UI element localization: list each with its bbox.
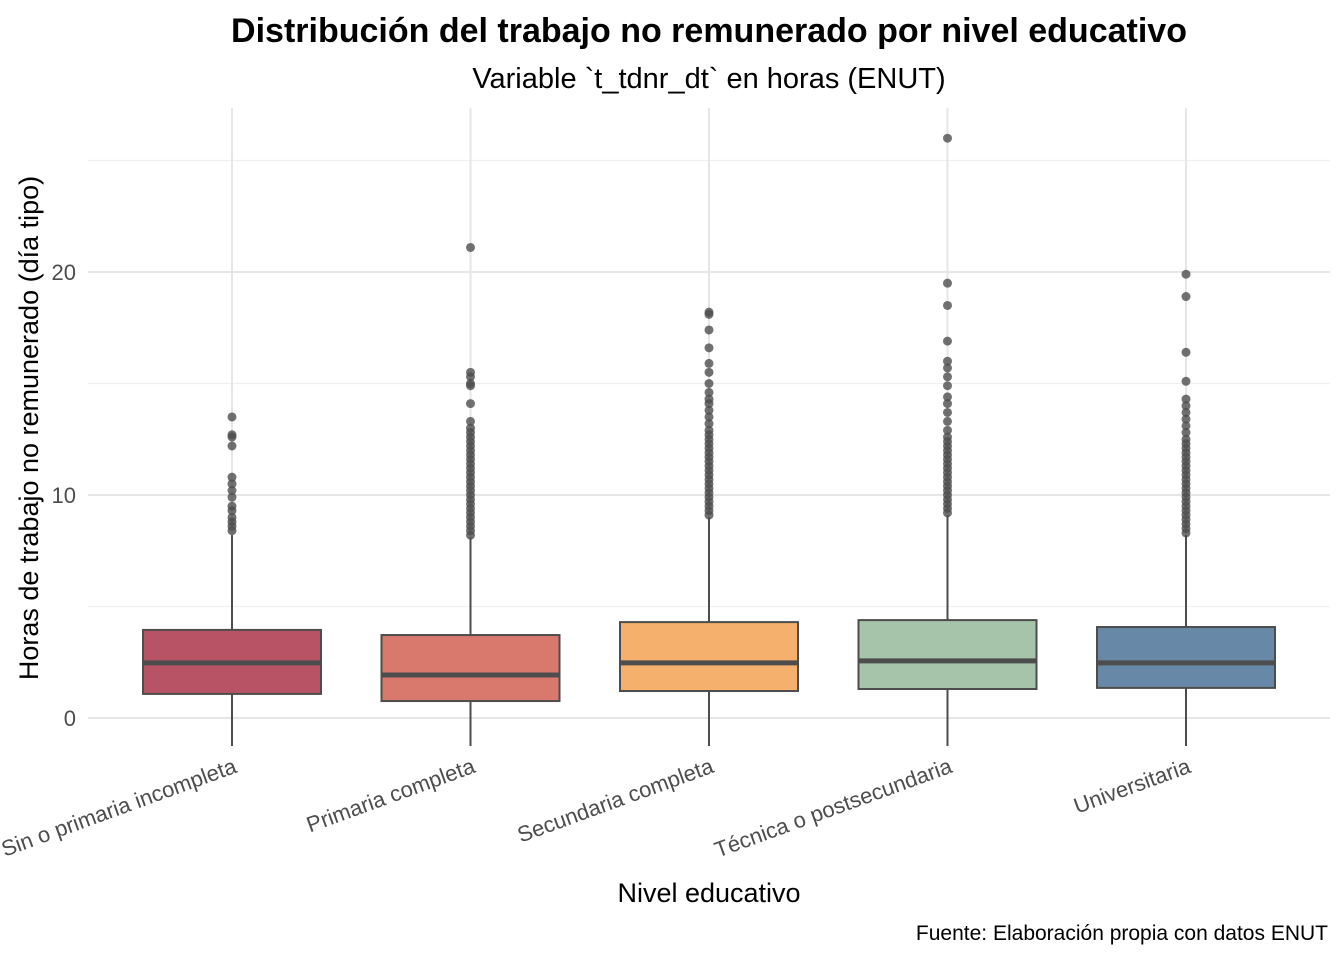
outlier-point: [466, 399, 475, 409]
outlier-point: [943, 392, 952, 402]
outlier-point: [704, 387, 714, 397]
outlier-point: [1181, 414, 1191, 424]
outlier-point: [466, 416, 475, 426]
outlier-point: [227, 441, 237, 451]
outlier-point: [704, 379, 714, 388]
box: [1096, 626, 1276, 689]
y-axis-label: Horas de trabajo no remunerado (día tipo…: [14, 176, 44, 680]
box: [619, 621, 799, 693]
outlier-point: [704, 358, 714, 368]
outlier-point: [466, 242, 475, 252]
x-axis-label: Nivel educativo: [617, 878, 800, 908]
outlier-point: [943, 407, 952, 417]
outlier-point: [227, 486, 237, 496]
outlier-point: [943, 133, 952, 143]
outlier-point: [704, 425, 714, 435]
y-tick-label: 20: [52, 260, 76, 285]
outlier-point: [227, 472, 237, 482]
outlier-point: [227, 501, 237, 511]
chart-caption: Fuente: Elaboración propia con datos ENU…: [916, 922, 1328, 945]
outlier-point: [1181, 434, 1191, 444]
outlier-point: [1181, 376, 1191, 386]
outlier-point: [704, 343, 714, 353]
outlier-point: [227, 512, 237, 522]
outlier-point: [943, 356, 952, 366]
outlier-point: [704, 405, 714, 415]
outlier-point: [227, 479, 237, 489]
x-axis-ticks: Sin o primaria incompleta Primaria comple…: [0, 753, 1194, 862]
outlier-point: [227, 492, 237, 502]
outlier-point: [466, 423, 475, 433]
outlier-point: [943, 363, 952, 373]
y-tick-label: 0: [64, 706, 76, 731]
outlier-point: [1181, 421, 1191, 431]
outlier-point: [704, 307, 714, 317]
outlier-point: [943, 416, 952, 426]
outlier-point: [227, 430, 237, 440]
outlier-point: [1181, 292, 1191, 302]
outlier-point: [1181, 347, 1191, 357]
x-tick-label: Técnica o postsecundaria: [711, 753, 956, 862]
outlier-point: [227, 412, 237, 422]
outlier-point: [704, 394, 714, 404]
outlier-point: [704, 367, 714, 377]
outlier-point: [1181, 428, 1191, 438]
box: [380, 634, 561, 703]
outlier-point: [943, 278, 952, 288]
outlier-point: [466, 379, 475, 388]
x-tick-label: Secundaria completa: [514, 753, 717, 847]
outlier-point: [943, 372, 952, 382]
outlier-point: [704, 325, 714, 335]
x-tick-label: Sin o primaria incompleta: [0, 753, 240, 862]
outlier-point: [943, 399, 952, 409]
boxes: [142, 133, 1276, 746]
y-axis-ticks: 0 10 20: [52, 260, 76, 731]
outlier-point: [943, 381, 952, 391]
outlier-point: [943, 336, 952, 346]
y-tick-label: 10: [52, 483, 76, 508]
outlier-point: [704, 412, 714, 422]
outlier-point: [943, 432, 952, 442]
outlier-point: [704, 419, 714, 429]
chart-subtitle: Variable `t_tdnr_dt` en horas (ENUT): [472, 63, 945, 95]
x-tick-label: Primaria completa: [303, 753, 479, 837]
outlier-point: [466, 367, 475, 377]
outlier-point: [943, 425, 952, 435]
outlier-point: [1181, 394, 1191, 404]
chart-title: Distribución del trabajo no remunerado p…: [231, 12, 1187, 50]
x-tick-label: Universitaria: [1070, 753, 1194, 819]
outlier-point: [1181, 401, 1191, 411]
outlier-point: [1181, 269, 1191, 279]
outlier-point: [943, 300, 952, 310]
box: [857, 619, 1038, 691]
outlier-point: [1181, 407, 1191, 417]
